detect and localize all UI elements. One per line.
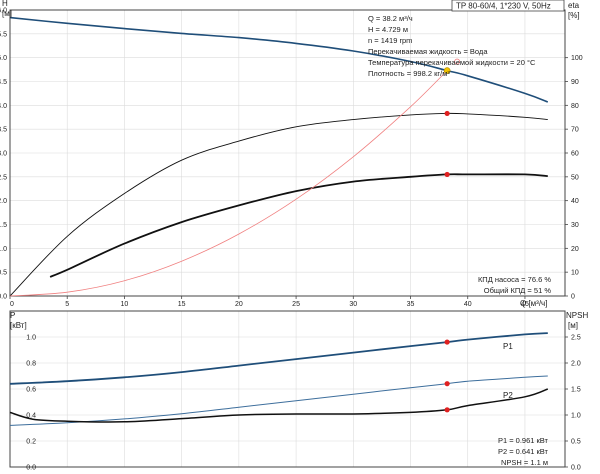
eta-tick-label: 40 — [571, 198, 579, 205]
operating-point — [444, 171, 450, 178]
h-tick-label: 0.0 — [0, 294, 7, 301]
h-tick-label: 4.5 — [0, 79, 7, 86]
eta-axis-unit: [%] — [568, 11, 580, 20]
info-n: n = 1419 rpm — [368, 36, 412, 45]
p1-curve — [9, 332, 548, 385]
npsh-tick-label: 2.5 — [571, 335, 581, 342]
h-tick-label: 6.0 — [0, 8, 7, 15]
p2-series-label: P2 — [503, 391, 513, 400]
power-block: P1 = 0.961 кВт P2 = 0.641 кВт NPSH = 1.1… — [498, 436, 549, 467]
h-tick-label: 2.5 — [0, 174, 7, 181]
eta-tick-label: 80 — [571, 103, 579, 110]
operating-point — [444, 110, 450, 117]
p2-curve — [9, 375, 548, 426]
p-axis-unit: [кВт] — [10, 321, 27, 330]
eta-axis-name: eta — [568, 1, 580, 10]
npsh-curve — [9, 388, 549, 423]
duty-point-marker — [454, 58, 461, 65]
q-tick-label: 30 — [349, 301, 357, 308]
npsh-value: NPSH = 1.1 м — [501, 458, 548, 467]
eta-total-curve — [49, 173, 548, 278]
head-curve — [9, 16, 549, 103]
eta-tick-label: 0 — [571, 294, 575, 301]
h-tick-label: 1.0 — [0, 246, 7, 253]
model-box — [451, 0, 565, 12]
p-tick-label: 0.6 — [26, 387, 36, 394]
p2-value: P2 = 0.641 кВт — [498, 447, 549, 456]
h-tick-label: 2.0 — [0, 198, 7, 205]
h-tick-label: 3.0 — [0, 151, 7, 158]
eta-pump-curve — [9, 112, 548, 297]
q-tick-label: 35 — [407, 301, 415, 308]
npsh-tick-label: 0.0 — [571, 465, 581, 472]
eta-pump-value: КПД насоса = 76.6 % — [478, 275, 551, 284]
q-axis-label: Q [м³/ч] — [520, 299, 547, 308]
p-tick-label: 0.4 — [26, 413, 36, 420]
h-tick-label: 5.5 — [0, 31, 7, 38]
q-tick-label: 5 — [65, 301, 69, 308]
eta-tick-label: 30 — [571, 222, 579, 229]
info-liquid: Перекачиваемая жидкость = Вода — [368, 47, 488, 56]
h-tick-label: 3.5 — [0, 127, 7, 134]
p-axis-name: P — [10, 311, 15, 320]
p-tick-label: 0.2 — [26, 439, 36, 446]
p-tick-label: 1.0 — [26, 335, 36, 342]
npsh-axis-unit: [м] — [568, 321, 578, 330]
operating-point — [444, 381, 450, 387]
q-tick-label: 10 — [121, 301, 129, 308]
eta-tick-label: 90 — [571, 79, 579, 86]
p-tick-label: 0.0 — [26, 465, 36, 472]
eta-tick-label: 100 — [571, 55, 583, 62]
h-axis-name: H — [2, 0, 8, 8]
h-tick-label: 1.5 — [0, 222, 7, 229]
h-tick-label: 0.5 — [0, 270, 7, 277]
npsh-tick-label: 1.0 — [571, 413, 581, 420]
q-tick-label: 20 — [235, 301, 243, 308]
p1-series-label: P1 — [503, 342, 513, 351]
info-q: Q = 38.2 м³/ч — [368, 14, 413, 23]
npsh-tick-label: 1.5 — [571, 387, 581, 394]
h-axis-unit: [м] — [2, 9, 12, 18]
eta-total-value: Общий КПД = 51 % — [484, 286, 552, 295]
points-layer — [443, 58, 461, 413]
series-layer — [9, 16, 549, 426]
info-temperature: Температура перекачиваемой жидкости = 20… — [368, 58, 536, 67]
model-label: TP 80-60/4, 1*230 V, 50Hz — [456, 2, 551, 11]
npsh-tick-label: 0.5 — [571, 439, 581, 446]
q-tick-label: 15 — [178, 301, 186, 308]
eta-tick-label: 70 — [571, 127, 579, 134]
q-tick-label: 25 — [292, 301, 300, 308]
h-tick-label: 5.0 — [0, 55, 7, 62]
efficiency-block: КПД насоса = 76.6 % Общий КПД = 51 % — [478, 275, 551, 295]
p1-value: P1 = 0.961 кВт — [498, 436, 549, 445]
q-tick-label: 0 — [10, 301, 14, 308]
info-block: Q = 38.2 м³/ч H = 4.729 м n = 1419 rpm П… — [368, 14, 536, 78]
system-curve — [9, 70, 448, 297]
npsh-tick-label: 2.0 — [571, 361, 581, 368]
bottom-grid — [9, 311, 565, 468]
q-tick-label: 40 — [464, 301, 472, 308]
h-tick-label: 4.0 — [0, 103, 7, 110]
operating-point — [444, 407, 450, 413]
info-density: Плотность = 998.2 кг/м³ — [368, 69, 450, 78]
axis-ticks: 0.0 0.5 1.0 1.5 2.0 2.5 3.0 3.5 4.0 4.5 5.0 5.5 6.0 0… — [0, 8, 583, 472]
eta-tick-label: 20 — [571, 246, 579, 253]
duty-point — [443, 67, 451, 74]
operating-point — [444, 339, 450, 345]
eta-tick-label: 60 — [571, 151, 579, 158]
p-tick-label: 0.8 — [26, 361, 36, 368]
npsh-axis-name: NPSH — [566, 311, 588, 320]
info-h: H = 4.729 м — [368, 25, 408, 34]
eta-tick-label: 10 — [571, 270, 579, 277]
q-tick-label: 45 — [521, 301, 529, 308]
eta-tick-label: 50 — [571, 174, 579, 181]
